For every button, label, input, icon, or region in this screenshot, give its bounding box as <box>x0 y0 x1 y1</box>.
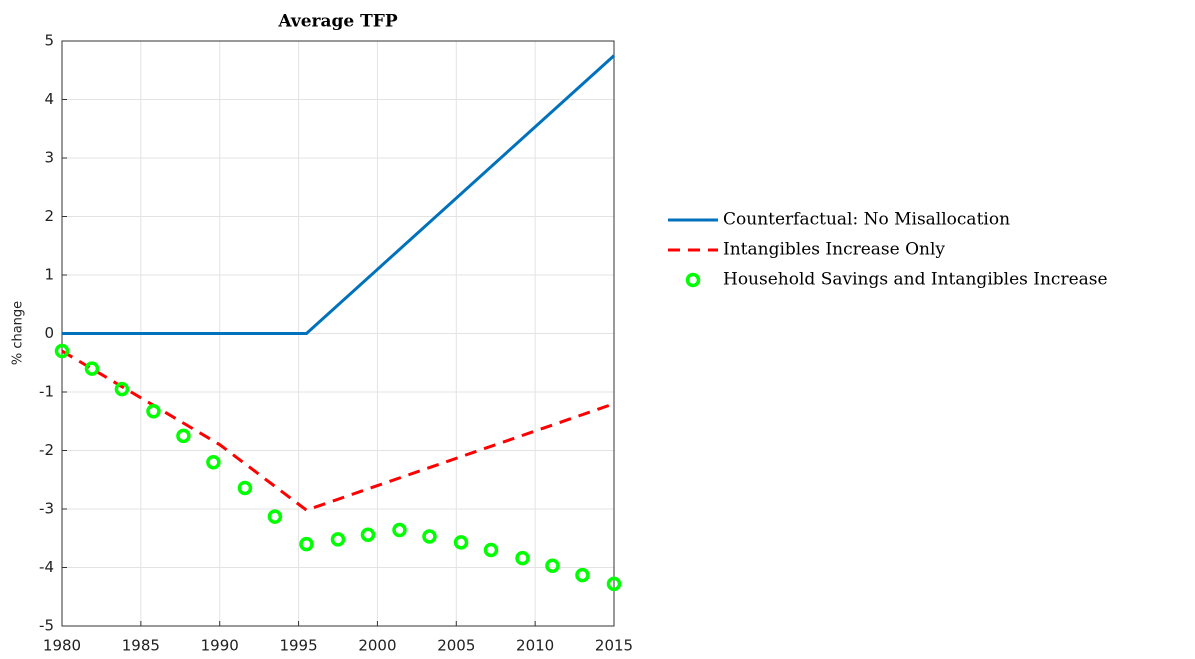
series-line <box>62 54 616 335</box>
y-axis-label: % change <box>11 301 26 365</box>
marker <box>483 542 499 558</box>
y-tick-label: 1 <box>44 266 54 284</box>
marker <box>267 509 283 524</box>
marker <box>237 480 253 496</box>
marker <box>606 576 622 592</box>
y-tick-label: -4 <box>39 558 54 576</box>
y-tick-label: 4 <box>44 90 54 108</box>
y-tick-label: 3 <box>44 149 54 167</box>
y-tick-label: -3 <box>39 500 54 518</box>
marker <box>453 535 469 550</box>
marker <box>575 567 590 583</box>
x-tick-label: 2015 <box>595 637 633 655</box>
marker <box>360 527 376 542</box>
y-tick-label: 5 <box>44 32 54 50</box>
x-tick-label: 2000 <box>358 637 396 655</box>
legend-label: Counterfactual: No Misallocation <box>723 210 1010 230</box>
legend-label: Intangibles Increase Only <box>723 240 945 260</box>
legend-swatch <box>685 272 701 288</box>
marker <box>299 536 314 552</box>
marker <box>545 558 560 573</box>
marker <box>330 532 346 547</box>
y-tick-label: -2 <box>39 441 54 459</box>
marker <box>392 522 407 538</box>
legend-label: Household Savings and Intangibles Increa… <box>723 270 1108 290</box>
x-tick-label: 2005 <box>437 637 475 655</box>
marker <box>84 361 100 376</box>
marker <box>515 550 530 566</box>
x-tick-label: 2010 <box>516 637 554 655</box>
x-tick-label: 1995 <box>279 637 317 655</box>
marker <box>176 428 191 444</box>
marker <box>54 343 70 359</box>
series-line <box>61 349 615 512</box>
y-tick-label: 0 <box>44 324 54 342</box>
x-tick-label: 1985 <box>122 637 160 655</box>
marker <box>146 404 161 419</box>
x-tick-label: 1990 <box>201 637 239 655</box>
chart-title: Average TFP <box>277 12 398 32</box>
y-tick-label: -1 <box>39 383 54 401</box>
x-tick-label: 1980 <box>43 637 81 655</box>
marker <box>206 454 221 470</box>
y-tick-label: -5 <box>39 617 54 635</box>
marker <box>422 529 437 544</box>
y-tick-label: 2 <box>44 207 54 225</box>
marker <box>114 381 130 397</box>
